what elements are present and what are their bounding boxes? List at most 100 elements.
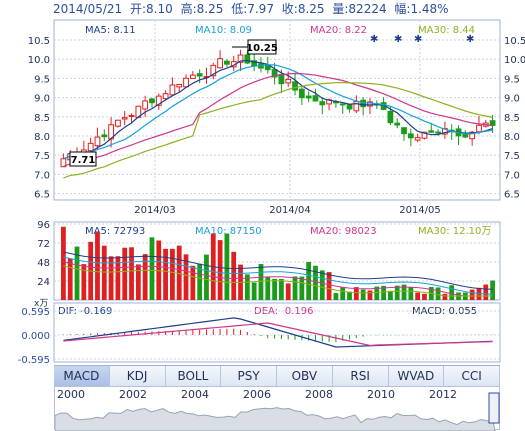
candle-body bbox=[217, 58, 223, 69]
volume-bar bbox=[61, 226, 66, 300]
candle-body bbox=[128, 114, 135, 117]
volume-bar bbox=[353, 287, 359, 300]
price-ma-line bbox=[63, 81, 493, 179]
candle-body bbox=[489, 120, 496, 126]
quote-header: 2014/05/21 开:8.10 高:8.25 低:7.97 收:8.25 量… bbox=[53, 0, 453, 18]
price-tick-left: 10.0 bbox=[28, 55, 50, 66]
tab-cci[interactable]: CCI bbox=[444, 366, 500, 386]
price-panel bbox=[53, 19, 501, 201]
candle-body bbox=[189, 74, 196, 79]
volume-bar bbox=[326, 272, 332, 300]
volume-bar bbox=[422, 293, 427, 300]
volume-bar bbox=[319, 270, 325, 300]
candle-body bbox=[142, 100, 149, 110]
event-marker-icon[interactable]: ✱ bbox=[370, 34, 378, 45]
candle-body bbox=[407, 133, 414, 139]
tab-boll[interactable]: BOLL bbox=[166, 366, 222, 386]
event-marker-icon[interactable]: ✱ bbox=[394, 34, 402, 45]
volume-bar bbox=[381, 285, 386, 300]
volume-bar bbox=[401, 284, 407, 300]
candle-body bbox=[183, 77, 189, 88]
volume-bar bbox=[360, 289, 366, 300]
volume-bar bbox=[374, 286, 380, 300]
volume-bar bbox=[483, 284, 489, 300]
candle-body bbox=[339, 103, 346, 106]
high-marker-label: 10.25 bbox=[246, 43, 278, 54]
high-marker: 10.25 bbox=[232, 39, 278, 55]
timeline-trend bbox=[55, 392, 500, 431]
event-marker-icon[interactable]: ✱ bbox=[466, 34, 474, 45]
volume-bar bbox=[306, 261, 312, 300]
volume-bar bbox=[299, 276, 305, 300]
volume-bar bbox=[115, 256, 121, 300]
volume-bar bbox=[490, 280, 495, 300]
volume-bar bbox=[449, 285, 455, 300]
tab-wvad[interactable]: WVAD bbox=[389, 366, 445, 386]
price-tick-right: 9.0 bbox=[504, 94, 520, 105]
quote-low: 低:7.97 bbox=[231, 2, 274, 16]
volume-bar bbox=[129, 247, 134, 300]
tab-macd[interactable]: MACD bbox=[54, 366, 110, 386]
price-ma-label: MA20: 8.22 bbox=[310, 25, 367, 36]
timeline-navigator[interactable]: 2000 2002 2004 2006 2008 2010 2012 bbox=[54, 386, 500, 431]
volume-bar bbox=[135, 264, 141, 300]
volume-ma-label: MA20: 98023 bbox=[310, 226, 377, 237]
tab-obv[interactable]: OBV bbox=[277, 366, 333, 386]
volume-tick: 72 bbox=[37, 239, 50, 250]
price-ma-line bbox=[63, 59, 493, 160]
candle-body bbox=[210, 64, 217, 77]
price-ma-line bbox=[63, 72, 493, 167]
timeline-year: 2008 bbox=[305, 388, 333, 401]
macd-tick: 0.000 bbox=[21, 331, 50, 342]
macd-value-label: MACD: 0.055 bbox=[412, 306, 477, 317]
candle-body bbox=[121, 117, 128, 120]
quote-open: 开:8.10 bbox=[130, 2, 173, 16]
candle-body bbox=[346, 104, 353, 110]
quote-close: 收:8.25 bbox=[281, 2, 325, 16]
volume-bar bbox=[244, 274, 250, 300]
volume-bar bbox=[224, 233, 230, 300]
quote-date: 2014/05/21 bbox=[53, 2, 123, 16]
event-marker-icon[interactable]: ✱ bbox=[414, 34, 422, 45]
volume-bar bbox=[108, 256, 114, 300]
volume-bar bbox=[367, 290, 373, 300]
volume-bar bbox=[388, 290, 393, 300]
price-tick-left: 10.5 bbox=[28, 36, 50, 47]
date-tick: 2014/05 bbox=[399, 205, 441, 216]
volume-bar bbox=[415, 292, 421, 300]
volume-tick: 48 bbox=[37, 258, 50, 269]
candle-body bbox=[428, 130, 435, 133]
volume-bar bbox=[176, 245, 182, 300]
macd-histogram bbox=[62, 328, 494, 343]
volume-bar bbox=[163, 248, 168, 300]
timeline-year: 2010 bbox=[367, 388, 395, 401]
volume-bar bbox=[142, 254, 148, 300]
candle-body bbox=[387, 110, 394, 124]
timeline-year: 2004 bbox=[181, 388, 209, 401]
tab-kdj[interactable]: KDJ bbox=[110, 366, 166, 386]
volume-ma-line bbox=[63, 261, 493, 297]
candle-body bbox=[367, 101, 373, 107]
candle-body bbox=[401, 127, 407, 135]
volume-bar bbox=[122, 247, 128, 300]
price-ma-label: MA10: 8.09 bbox=[195, 25, 252, 36]
volume-bar bbox=[347, 291, 352, 300]
tab-rsi[interactable]: RSI bbox=[333, 366, 389, 386]
volume-bar bbox=[292, 276, 298, 300]
candle-body bbox=[169, 84, 176, 96]
candle-body bbox=[435, 131, 441, 134]
macd-tick: -0.595 bbox=[18, 355, 50, 366]
candle-body bbox=[162, 93, 169, 100]
candle-body bbox=[298, 88, 305, 99]
volume-bar bbox=[285, 283, 291, 300]
volume-tick: 96 bbox=[37, 220, 50, 231]
quote-high: 高:8.25 bbox=[180, 2, 224, 16]
volume-bar bbox=[333, 293, 339, 300]
candle-body bbox=[462, 133, 469, 138]
timeline-year: 2000 bbox=[57, 388, 85, 401]
candle-body bbox=[271, 69, 278, 78]
tab-psy[interactable]: PSY bbox=[221, 366, 277, 386]
price-tick-left: 8.0 bbox=[34, 132, 50, 143]
timeline-drag-handle[interactable] bbox=[488, 392, 500, 424]
